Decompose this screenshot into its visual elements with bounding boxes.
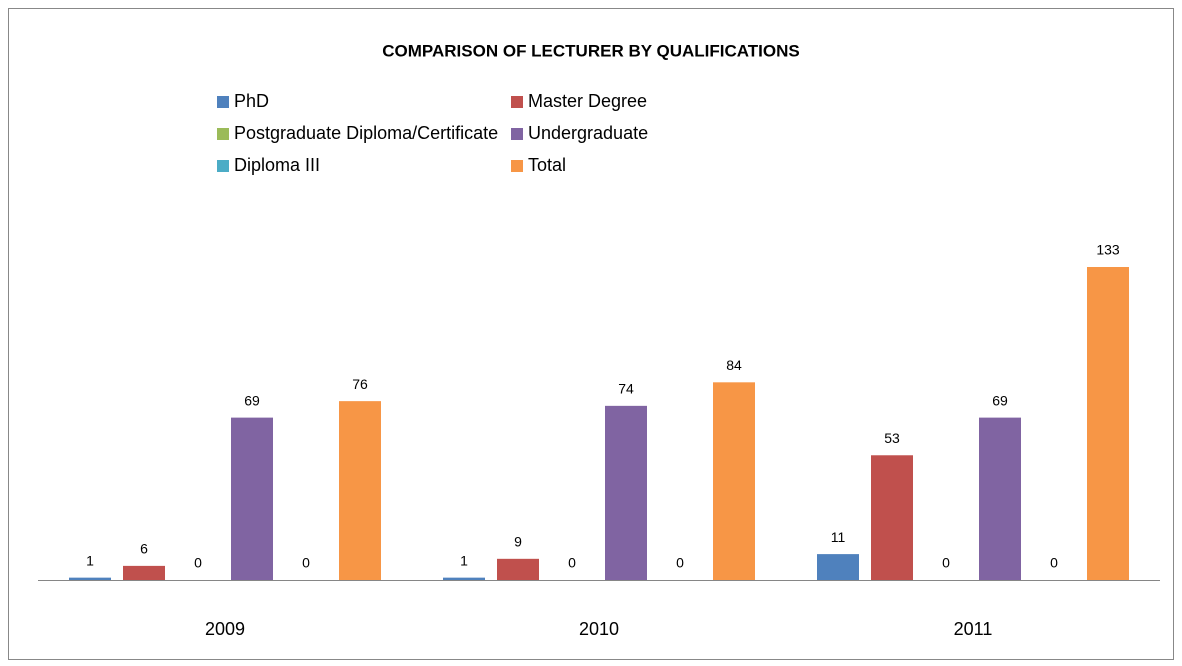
x-tick-label: 2010 xyxy=(579,619,619,639)
data-label: 84 xyxy=(726,357,742,373)
data-label: 0 xyxy=(568,555,576,571)
data-label: 9 xyxy=(514,534,522,550)
data-label: 0 xyxy=(194,555,202,571)
legend-swatch xyxy=(511,96,523,108)
data-label: 6 xyxy=(140,541,148,557)
chart-title: COMPARISON OF LECTURER BY QUALIFICATIONS xyxy=(382,41,799,60)
x-tick-label: 2011 xyxy=(954,619,993,639)
bar xyxy=(339,401,381,580)
bar xyxy=(69,577,111,580)
legend-label: PhD xyxy=(234,91,269,111)
data-label: 69 xyxy=(992,392,1008,408)
data-label: 69 xyxy=(244,392,260,408)
bar xyxy=(443,577,485,580)
legend-swatch xyxy=(217,160,229,172)
legend-swatch xyxy=(217,128,229,140)
data-label: 76 xyxy=(352,376,368,392)
data-label: 1 xyxy=(86,552,94,568)
bar xyxy=(231,417,273,580)
data-label: 0 xyxy=(302,555,310,571)
legend-swatch xyxy=(511,160,523,172)
bar xyxy=(605,405,647,580)
data-label: 53 xyxy=(884,430,900,446)
legend-label: Postgraduate Diploma/Certificate xyxy=(234,123,498,143)
bar xyxy=(979,417,1021,580)
bar xyxy=(1087,267,1129,580)
data-label: 0 xyxy=(1050,555,1058,571)
legend-label: Diploma III xyxy=(234,155,320,175)
bar xyxy=(713,382,755,580)
legend-swatch xyxy=(217,96,229,108)
bar xyxy=(123,565,165,580)
legend-swatch xyxy=(511,128,523,140)
data-label: 0 xyxy=(942,555,950,571)
bar xyxy=(817,554,859,580)
data-label: 11 xyxy=(831,529,846,545)
legend-label: Total xyxy=(528,155,566,175)
data-label: 1 xyxy=(460,552,468,568)
data-label: 0 xyxy=(676,555,684,571)
bar xyxy=(871,455,913,580)
data-label: 74 xyxy=(618,381,634,397)
data-label: 133 xyxy=(1096,242,1120,258)
bar xyxy=(497,558,539,580)
legend-label: Master Degree xyxy=(528,91,647,111)
legend-label: Undergraduate xyxy=(528,123,648,143)
x-tick-label: 2009 xyxy=(205,619,245,639)
